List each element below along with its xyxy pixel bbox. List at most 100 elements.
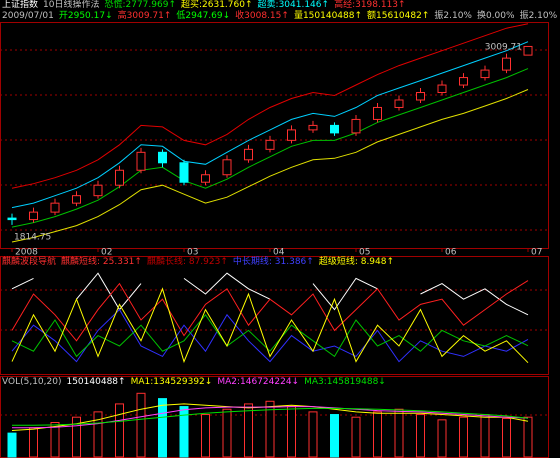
label: 量150140488↑ (293, 11, 363, 21)
label: 中长期线: 31.386↑ (232, 257, 314, 267)
annotation: 3009.71 (485, 43, 522, 53)
candle-body (50, 202, 60, 213)
volume-bar (416, 414, 425, 458)
candle-body (373, 106, 382, 120)
candle-body (29, 211, 38, 221)
candle-body (265, 139, 275, 150)
volume-bar (115, 403, 124, 458)
volume-bar (330, 414, 339, 458)
label: 150140488↑ (66, 377, 126, 387)
candle-body (287, 129, 296, 141)
label: 10日线操作法 (43, 0, 100, 10)
annotation: 1814.75 (14, 232, 51, 242)
band-line (11, 41, 529, 209)
label: 开2950.17↓ (58, 11, 113, 21)
label: 麒麟长线: 87.923↑ (146, 257, 228, 267)
volume-bar (373, 411, 382, 458)
label: 高经:3198.113↑ (334, 0, 406, 10)
volume-bar (523, 416, 533, 458)
candle-body (136, 151, 146, 171)
candle-body (437, 84, 447, 94)
candle-body (351, 118, 361, 134)
candle-body (523, 45, 533, 56)
label: MA3:145819488↓ (304, 377, 386, 387)
label: 振2.10% (519, 11, 558, 21)
label: 恐慌:2777.969↑ (104, 0, 176, 10)
band-line (11, 23, 529, 189)
volume-bar (7, 432, 17, 458)
volume-bar (437, 419, 447, 458)
x-tick-label: 02 (101, 248, 112, 258)
vol-legend: VOL(5,10,20) 150140488↑ MA1:134529392↓ MA2:… (2, 377, 391, 388)
volume-bar (459, 416, 468, 458)
main-panel (0, 22, 549, 249)
band-line (11, 68, 529, 228)
candle-body (158, 151, 167, 164)
x-tick-label: 2008 (15, 248, 38, 258)
label: MA2:146724224↓ (217, 377, 300, 387)
label: 振2.10% (434, 11, 472, 21)
volume-bar (222, 408, 232, 458)
volume-bar (29, 427, 38, 458)
candle-body (7, 217, 17, 221)
label: 高3009.71↑ (117, 11, 172, 21)
label: 低2947.69↓ (176, 11, 231, 21)
label: 换0.00% (476, 11, 515, 21)
decor-grid (0, 49, 548, 416)
volume-bar (351, 416, 361, 458)
ma-line (12, 406, 529, 429)
candle-body (72, 195, 81, 204)
volume-bar (72, 416, 81, 458)
candle-body (480, 69, 490, 79)
x-tick-label: 07 (531, 248, 542, 258)
volume-bar (93, 411, 103, 458)
candle-body (244, 148, 253, 161)
x-tick-label: 06 (445, 248, 457, 258)
header-line: 2009/07/01 开2950.17↓ 高3009.71↑ 低2947.69↓ 收30… (2, 11, 560, 22)
header-line: 上证指数 10日线操作法 恐慌:2777.969↑ 超买:2631.760↑ 超卖:30… (2, 0, 411, 11)
volume-bar (158, 398, 167, 458)
label: 超级短线: 8.948↑ (318, 257, 395, 267)
label: 超买:2631.760↑ (181, 0, 253, 10)
volume-bar (244, 403, 253, 458)
label: 2009/07/01 (2, 11, 54, 21)
label: 超卖:3041.146↑ (257, 0, 330, 10)
volume-bar (287, 406, 296, 458)
volume-bar (480, 414, 490, 458)
volume-bar (201, 414, 210, 458)
volume-bar (308, 411, 318, 458)
label: VOL(5,10,20) (2, 377, 62, 387)
osc-panel (0, 256, 549, 375)
label: 额15610482↑ (367, 11, 430, 21)
x-tick-label: 04 (273, 248, 285, 258)
osc-line (11, 287, 529, 364)
volume-bar (394, 408, 404, 458)
label: MA1:134529392↓ (130, 377, 213, 387)
candle-body (308, 124, 318, 131)
candle-body (222, 159, 232, 176)
candle-body (459, 77, 468, 86)
candle-body (502, 57, 511, 71)
x-tick-label: 05 (359, 248, 370, 258)
candle-body (330, 124, 339, 134)
x-tick-label: 03 (187, 248, 198, 258)
volume-bar (136, 392, 146, 458)
osc-line (11, 280, 529, 342)
label: 上证指数 (2, 0, 39, 10)
candle-body (93, 184, 103, 197)
osc-line (11, 272, 529, 316)
volume-bar (179, 406, 189, 458)
label: 麒麟短线: 25.331↑ (61, 257, 142, 267)
band-line (11, 89, 529, 243)
osc-line (11, 308, 529, 363)
volume-bar (265, 400, 275, 458)
label: 麒麟波段导航 (2, 257, 57, 267)
osc-legend: 麒麟波段导航 麒麟短线: 25.331↑ 麒麟长线: 87.923↑ 中长期线: 31… (2, 257, 399, 268)
ma-line (12, 407, 529, 426)
volume-bar (502, 418, 511, 458)
candle-body (416, 92, 425, 101)
candle-body (115, 169, 124, 186)
candle-body (179, 162, 189, 183)
